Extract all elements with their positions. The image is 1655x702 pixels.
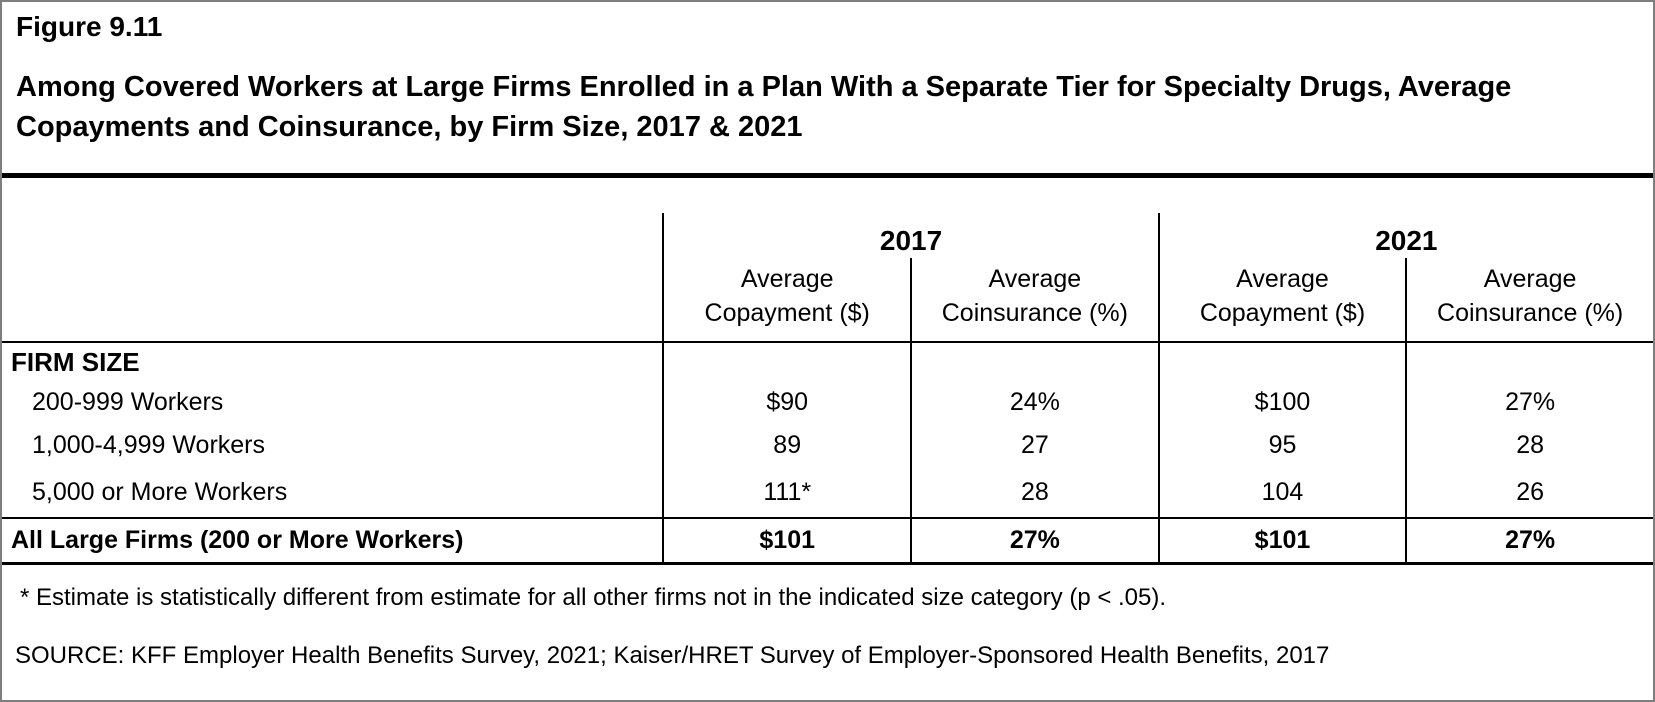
cell-2017-copayment: $90: [662, 381, 910, 424]
cell-2017-coinsurance: 27%: [910, 519, 1158, 562]
cell-2017-coinsurance: 28: [910, 467, 1158, 517]
source-line: SOURCE: KFF Employer Health Benefits Sur…: [15, 642, 1330, 669]
table-row-all-large-firms: All Large Firms (200 or More Workers) $1…: [2, 517, 1653, 565]
year-header-2021: 2021: [1157, 213, 1653, 258]
cell-2021-copayment: $101: [1157, 519, 1406, 562]
data-table: 2017 2021 Average Copayment ($) Average …: [2, 213, 1653, 565]
year-header-row: 2017 2021: [2, 213, 1653, 258]
cell-2017-copayment: 111*: [662, 467, 910, 517]
row-label: All Large Firms (200 or More Workers): [11, 526, 464, 554]
empty-cell: [662, 343, 910, 381]
year-header-2017: 2017: [662, 213, 1157, 258]
empty-cell: [1405, 343, 1653, 381]
cell-2017-coinsurance: 27: [910, 424, 1158, 467]
empty-cell: [1157, 343, 1406, 381]
cell-2017-copayment: 89: [662, 424, 910, 467]
column-header-line: Average: [988, 264, 1082, 293]
footnote: * Estimate is statistically different fr…: [20, 584, 1167, 611]
cell-2021-coinsurance: 26: [1405, 467, 1653, 517]
column-header-2021-copayment: Average Copayment ($): [1157, 258, 1406, 341]
cell-2017-copayment: $101: [662, 519, 910, 562]
cell-2021-coinsurance: 27%: [1405, 519, 1653, 562]
cell-2017-coinsurance: 24%: [910, 381, 1158, 424]
column-header-line: Average: [740, 264, 834, 293]
column-header-2017-copayment: Average Copayment ($): [662, 258, 910, 341]
row-label: 1,000-4,999 Workers: [32, 431, 265, 459]
table-row-5000-or-more-workers: 5,000 or More Workers 111* 28 104 26: [2, 467, 1653, 517]
row-label: 200-999 Workers: [32, 388, 224, 416]
figure-number: Figure 9.11: [16, 11, 163, 42]
empty-cell: [910, 343, 1158, 381]
column-header-line: Coinsurance (%): [941, 298, 1128, 327]
column-header-line: Copayment ($): [1199, 298, 1366, 327]
title-block: Figure 9.11 Among Covered Workers at Lar…: [2, 2, 1653, 173]
cell-2021-copayment: 95: [1157, 424, 1406, 467]
year-header-spacer: [2, 213, 662, 258]
column-header-line: Average: [1483, 264, 1577, 293]
column-header-2017-coinsurance: Average Coinsurance (%): [910, 258, 1158, 341]
section-header-row: FIRM SIZE: [2, 343, 1653, 381]
cell-2021-coinsurance: 27%: [1405, 381, 1653, 424]
row-label: 5,000 or More Workers: [32, 477, 288, 506]
column-header-2021-coinsurance: Average Coinsurance (%): [1405, 258, 1653, 341]
section-header-label: FIRM SIZE: [11, 346, 140, 377]
table-row-200-999-workers: 200-999 Workers $90 24% $100 27%: [2, 381, 1653, 424]
cell-2021-copayment: 104: [1157, 467, 1406, 517]
column-header-line: Average: [1236, 264, 1329, 293]
title-divider: [2, 173, 1653, 178]
table-row-1000-4999-workers: 1,000-4,999 Workers 89 27 95 28: [2, 424, 1653, 467]
figure-title: Among Covered Workers at Large Firms Enr…: [16, 71, 1512, 143]
cell-2021-coinsurance: 28: [1405, 424, 1653, 467]
column-header-row: Average Copayment ($) Average Coinsuranc…: [2, 258, 1653, 343]
column-header-line: Coinsurance (%): [1437, 298, 1624, 327]
cell-2021-copayment: $100: [1157, 381, 1406, 424]
column-header-spacer: [2, 258, 662, 341]
column-header-line: Copayment ($): [704, 298, 870, 327]
